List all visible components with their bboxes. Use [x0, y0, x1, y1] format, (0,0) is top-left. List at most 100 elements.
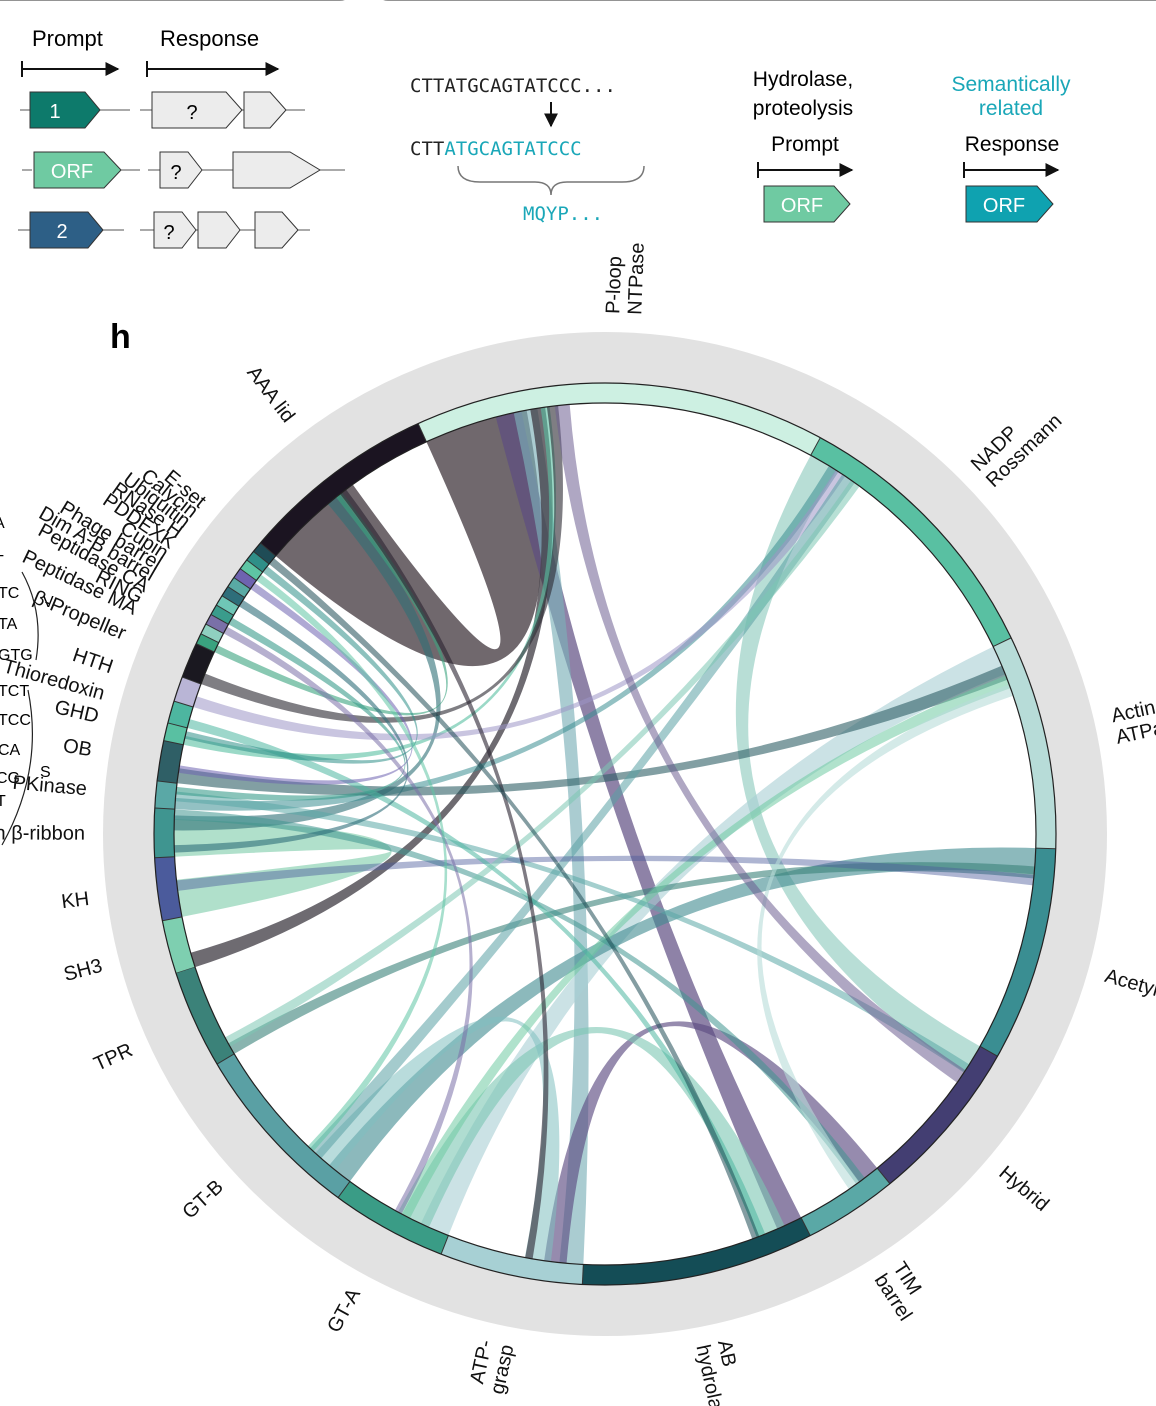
- response-gene: [153, 211, 197, 249]
- domain-arc: [167, 701, 194, 728]
- domain-label: TIMbarrel: [870, 1258, 935, 1325]
- domain-arc: [338, 1181, 449, 1255]
- gene-2: [29, 211, 104, 249]
- domain-arc: [877, 1046, 998, 1184]
- chord-link: [256, 574, 448, 1152]
- response-label: Response: [160, 26, 259, 51]
- protein-sequence: MQYP...: [523, 203, 603, 225]
- chord-link: [175, 617, 406, 801]
- domain-arc: [418, 383, 821, 456]
- panel-letter-h: h: [110, 318, 131, 356]
- hydrolase-label: Hydrolase,: [753, 68, 853, 91]
- response-gene: [151, 91, 243, 129]
- domain-arc: [222, 586, 245, 607]
- domain-arc: [810, 437, 1012, 647]
- gene-2-label: 2: [56, 221, 67, 243]
- prompt-label: Prompt: [32, 26, 103, 51]
- dna-prefix: CTT: [410, 138, 444, 160]
- domain-arc: [441, 1235, 584, 1285]
- chord-link: [329, 847, 1036, 1182]
- prompt-label-2: Prompt: [771, 133, 839, 156]
- domain-arc: [260, 423, 427, 556]
- domain-arc: [182, 643, 215, 685]
- related-label: related: [979, 97, 1043, 120]
- domain-label: OB: [61, 735, 93, 761]
- domain-label: TPR: [91, 1039, 137, 1076]
- domain-arc: [980, 848, 1056, 1057]
- fragment-row: T: [0, 793, 6, 810]
- bracket-v-label: V: [43, 594, 54, 611]
- domain-label: GT-A: [323, 1284, 365, 1336]
- domain-label: ABhydrolase: [691, 1338, 752, 1406]
- dna-orf: ATGCAGTATCCC: [444, 138, 581, 160]
- unknown-gene-mark: ?: [163, 222, 174, 244]
- domain-label: GT-B: [178, 1176, 227, 1224]
- domain-arc: [154, 780, 178, 810]
- left-fragment: A T TC TA GTG TCT TCC CA CG T V S: [0, 515, 54, 846]
- chord-link: [177, 665, 1008, 796]
- fragment-row: TA: [0, 616, 18, 633]
- bracket-s: [1, 689, 33, 846]
- outer-ring: [103, 332, 1107, 1336]
- unknown-gene-mark: ?: [170, 162, 181, 184]
- response-gene: [254, 211, 299, 249]
- domain-arc: [801, 1168, 890, 1236]
- domain-arc: [200, 624, 224, 643]
- domain-arc: [217, 1053, 350, 1198]
- response-gene: [159, 151, 203, 189]
- domain-label: HTH: [70, 644, 116, 678]
- domain-label: Acetyltrans: [1102, 965, 1156, 1013]
- domain-label: P-loopNTPase: [602, 241, 649, 315]
- fragment-row: TCT: [0, 683, 29, 700]
- response-orf-gene: [965, 185, 1054, 223]
- semantic-label: Semantically: [951, 73, 1071, 96]
- chord-link: [495, 411, 802, 1230]
- chord-link: [310, 474, 855, 1159]
- domain-arc: [176, 967, 235, 1065]
- domain-label: Zn β-ribbon: [0, 822, 85, 844]
- inner-border: [173, 402, 1037, 1266]
- domain-label: AAA lid: [242, 362, 298, 427]
- domain-arc: [582, 1217, 811, 1285]
- dna-sequence: CTTATGCAGTATCCC...: [410, 75, 616, 97]
- domain-label: ATP-grasp: [465, 1338, 519, 1396]
- gene-context-panel: Prompt Response 1 ? ORF ? 2 ?: [18, 26, 345, 249]
- fragment-row: TCC: [0, 712, 31, 729]
- response-gene: [232, 151, 321, 189]
- fragment-row: CG: [0, 770, 20, 787]
- bracket-v: [21, 571, 39, 661]
- prompt-orf-gene: [763, 185, 851, 223]
- domain-label: KH: [60, 888, 90, 913]
- domain-arc: [210, 605, 234, 625]
- chord-link: [275, 410, 542, 667]
- domain-arc: [196, 633, 219, 653]
- chord-link: [176, 855, 1035, 891]
- bracket-s-label: S: [40, 764, 51, 781]
- chord-link: [200, 405, 563, 723]
- domain-arc: [205, 614, 229, 634]
- domain-arc: [246, 551, 270, 573]
- domain-arc: [993, 637, 1056, 849]
- prompt-orf-label: ORF: [781, 195, 823, 217]
- gene-1-label: 1: [49, 101, 60, 123]
- fragment-row: A: [0, 515, 5, 532]
- response-label-2: Response: [965, 133, 1060, 156]
- domain-label: SH3: [61, 955, 104, 986]
- domain-arc: [227, 577, 251, 598]
- outer-border: [153, 382, 1057, 1286]
- domain-label: NADPRossmann: [967, 394, 1067, 492]
- domain-arc: [240, 560, 263, 581]
- domain-arc: [154, 807, 175, 858]
- semantic-panel: Hydrolase, proteolysis Prompt ORF Semant…: [753, 68, 1071, 223]
- unknown-gene-mark: ?: [186, 102, 197, 124]
- fragment-row: GTG: [0, 647, 33, 664]
- translation-brace: [457, 165, 645, 196]
- gene-orf-label: ORF: [51, 161, 93, 183]
- gene-1: [29, 91, 101, 129]
- domain-arc: [253, 543, 276, 564]
- response-gene: [197, 211, 241, 249]
- fragment-row: T: [0, 553, 4, 570]
- domain-arc: [157, 740, 184, 784]
